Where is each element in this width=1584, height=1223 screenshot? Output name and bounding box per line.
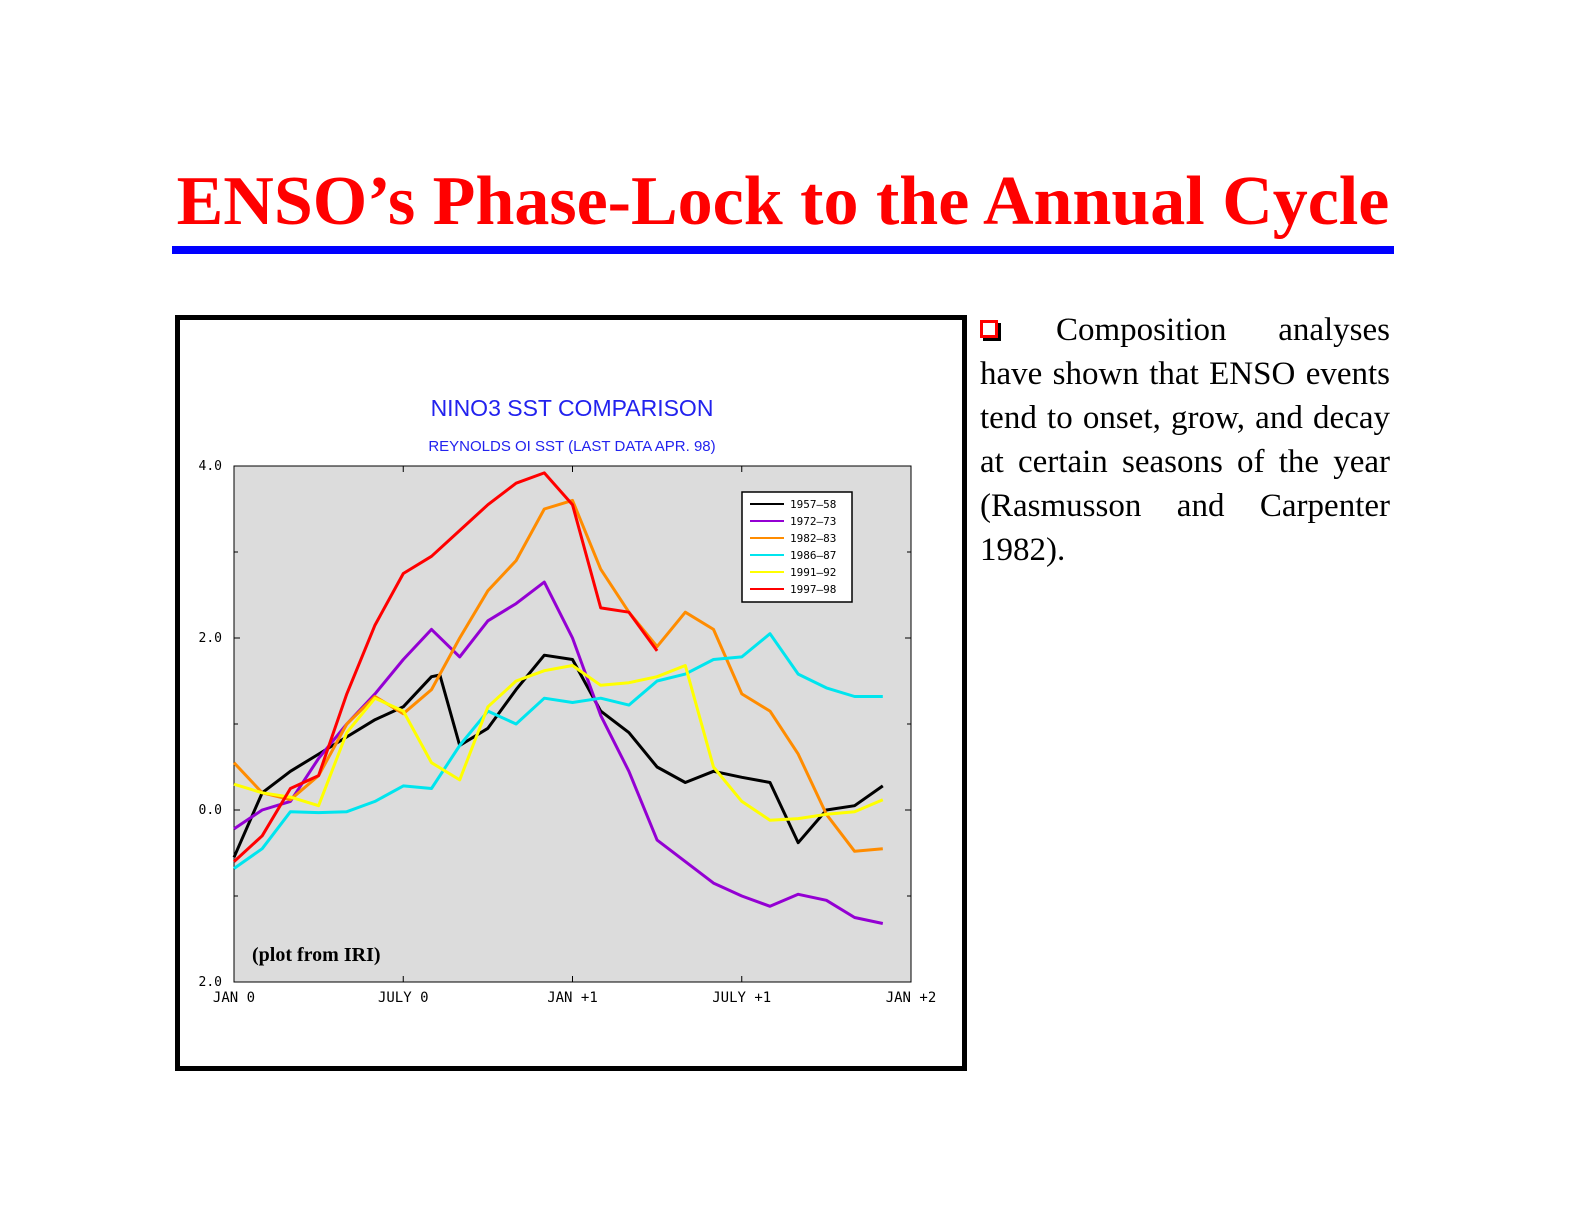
series-line-1982-83: [232, 498, 883, 853]
bullet-paragraph: Composition analyses have shown that ENS…: [980, 308, 1390, 572]
bullet-text: Composition analyses have shown that ENS…: [980, 312, 1390, 568]
legend-label: 1986–87: [790, 549, 836, 562]
legend-label: 1997–98: [790, 583, 836, 596]
legend-label: 1957–58: [790, 498, 836, 511]
y-tick-label: 4.0: [199, 459, 222, 474]
legend-label: 1972–73: [790, 515, 836, 528]
x-tick-label: JAN 0: [213, 990, 255, 1006]
legend-label: 1982–83: [790, 532, 836, 545]
chart-title: NINO3 SST COMPARISON: [431, 395, 714, 421]
nino3-sst-chart: NINO3 SST COMPARISON REYNOLDS OI SST (LAS…: [199, 395, 937, 1006]
y-tick-label: 0.0: [199, 803, 222, 818]
series-line-1957-58: [232, 653, 884, 858]
plot-annotation: (plot from IRI): [252, 944, 381, 966]
x-tick-label: JULY +1: [712, 990, 771, 1006]
slide-title: ENSO’s Phase-Lock to the Annual Cycle: [176, 163, 1390, 240]
series-line-1986-87: [233, 632, 883, 870]
x-tick-label: JAN +2: [886, 990, 937, 1006]
x-tick-label: JAN +1: [547, 990, 598, 1006]
y-tick-label: 2.0: [199, 631, 222, 646]
x-tick-label: JULY 0: [378, 990, 429, 1006]
chart-frame: NINO3 SST COMPARISON REYNOLDS OI SST (LAS…: [175, 315, 967, 1071]
y-tick-label: 2.0: [199, 975, 222, 990]
checkbox-bullet-icon: [980, 320, 998, 338]
series-line-1991-92: [233, 664, 884, 822]
title-underline: [172, 246, 1394, 254]
series-line-1997-98: [232, 471, 659, 863]
legend-box: [741, 491, 853, 603]
chart-subtitle: REYNOLDS OI SST (LAST DATA APR. 98): [428, 438, 715, 455]
legend-label: 1991–92: [790, 566, 836, 579]
